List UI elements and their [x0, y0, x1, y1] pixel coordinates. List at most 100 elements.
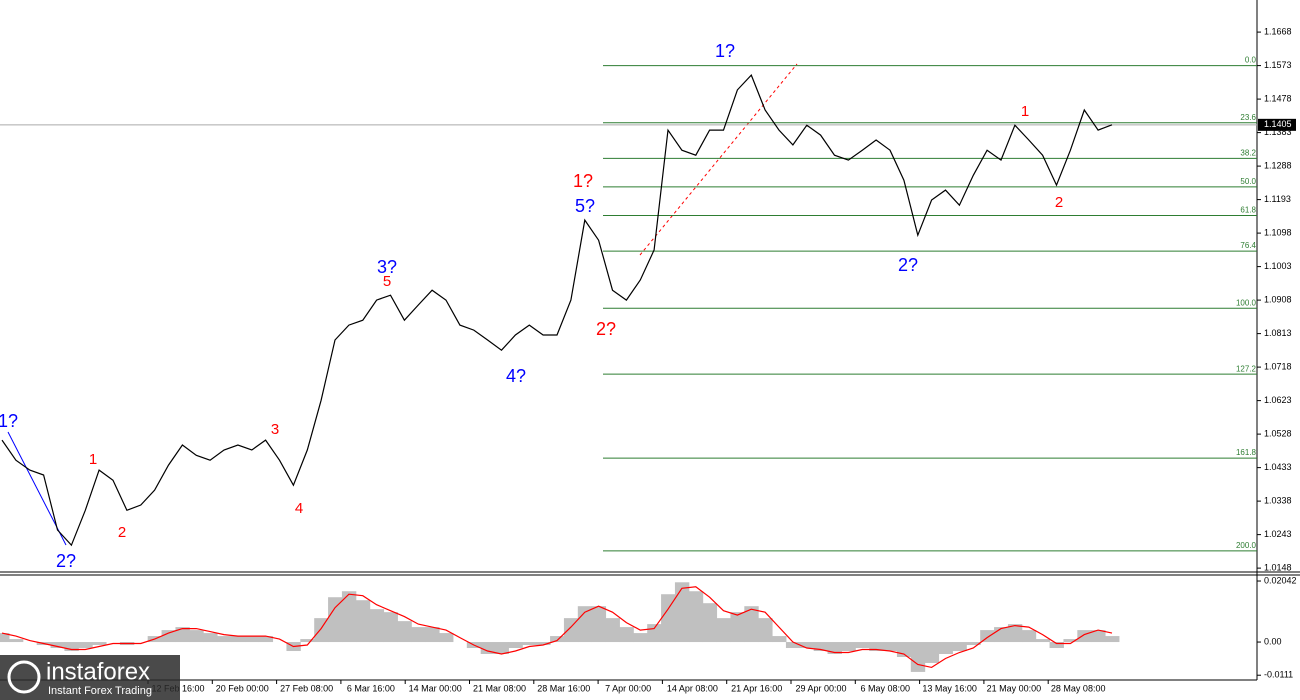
wave-label: 5 [383, 273, 391, 290]
wave-label: 3? [377, 257, 397, 277]
y-tick-label: -0.0111 [1264, 670, 1293, 680]
histogram-bar [994, 627, 1009, 643]
x-tick-label: 21 Apr 16:00 [731, 683, 782, 693]
histogram-bar [522, 642, 537, 646]
histogram-bar [244, 636, 260, 643]
histogram-bar [383, 612, 398, 643]
y-tick-label: 1.1383 [1264, 127, 1292, 137]
histogram-bar [1021, 630, 1037, 643]
y-tick-label: 1.1193 [1264, 194, 1291, 204]
wave-label: 1? [715, 41, 735, 61]
histogram-bar [938, 642, 953, 654]
y-tick-label: 1.0718 [1264, 361, 1292, 371]
fib-label: 61.8 [1240, 206, 1256, 215]
wave-label: 5? [575, 196, 595, 216]
y-tick-label: 1.0813 [1264, 328, 1292, 338]
histogram-bar [355, 600, 371, 643]
histogram-bar [758, 618, 773, 643]
wave-label: 1 [89, 451, 97, 468]
histogram-bar [217, 636, 232, 643]
histogram-bar [161, 630, 176, 643]
y-tick-label: 1.0908 [1264, 294, 1292, 304]
fib-label: 161.8 [1236, 448, 1257, 457]
y-tick-label: 1.0623 [1264, 395, 1292, 405]
histogram-bar [563, 618, 579, 643]
histogram-bar [1077, 630, 1092, 643]
histogram-bar [50, 642, 65, 649]
histogram-bar [772, 636, 787, 643]
histogram-bar [674, 582, 690, 643]
x-tick-label: 27 Feb 08:00 [280, 683, 333, 693]
histogram-bar [702, 603, 718, 643]
fib-label: 100.0 [1236, 298, 1257, 307]
histogram-bar [78, 642, 93, 649]
wave-label: 2 [1055, 194, 1063, 211]
histogram-bar [785, 642, 801, 649]
y-tick-label: 0.02042 [1264, 575, 1297, 585]
histogram-bar [952, 642, 967, 652]
histogram-bar [619, 627, 634, 643]
histogram-bar [605, 618, 620, 643]
y-tick-label: 1.1668 [1264, 26, 1292, 36]
histogram-bar [425, 627, 440, 643]
histogram-bar [1035, 639, 1051, 643]
histogram-bar [0, 633, 10, 643]
histogram-bar [203, 633, 218, 643]
wave-label: 2? [56, 551, 76, 571]
histogram-bar [855, 642, 870, 649]
x-tick-label: 28 May 08:00 [1051, 683, 1106, 693]
x-tick-label: 21 May 00:00 [987, 683, 1042, 693]
y-tick-label: 1.1478 [1264, 93, 1292, 103]
y-tick-label: 1.0148 [1264, 562, 1292, 572]
histogram-bar [633, 633, 648, 643]
x-tick-label: 14 Apr 08:00 [667, 683, 718, 693]
histogram-bar [92, 642, 107, 646]
current-price-label: 1.1405 [1264, 119, 1292, 129]
series-line [1, 586, 1113, 669]
y-tick-label: 1.0338 [1264, 495, 1292, 505]
histogram-bar [1105, 636, 1120, 643]
y-tick-label: 1.0528 [1264, 428, 1292, 438]
y-tick-label: 1.1003 [1264, 261, 1292, 271]
logo-tagline: Instant Forex Trading [48, 685, 152, 697]
histogram-bar [591, 606, 607, 643]
y-tick-label: 1.0433 [1264, 462, 1292, 472]
histogram-bar [688, 591, 704, 643]
histogram-bar [300, 639, 315, 643]
histogram-bar [550, 636, 565, 643]
histogram-bar [480, 642, 496, 654]
y-tick-label: 0.00 [1264, 636, 1282, 646]
logo-icon [7, 660, 41, 694]
histogram-bar [494, 642, 509, 654]
trend-line [639, 63, 798, 256]
histogram-bar [924, 642, 940, 663]
histogram-bar [1091, 630, 1106, 643]
wave-label: 1? [0, 411, 18, 431]
histogram-bar [439, 633, 454, 643]
histogram-bar [869, 642, 884, 652]
histogram-bar [397, 621, 412, 643]
histogram-bar [369, 609, 385, 643]
fib-label: 0.0 [1245, 56, 1257, 65]
y-tick-label: 1.1098 [1264, 227, 1292, 237]
x-tick-label: 6 May 08:00 [861, 683, 911, 693]
histogram-bar [966, 642, 981, 646]
histogram-bar [744, 606, 759, 643]
histogram-bar [8, 639, 24, 643]
y-tick-label: 1.0243 [1264, 529, 1292, 539]
histogram-bar [175, 627, 190, 643]
histogram-bar [910, 642, 926, 672]
histogram-bar [1049, 642, 1064, 649]
fib-label: 127.2 [1236, 364, 1257, 373]
histogram-bar [536, 642, 551, 646]
fib-label: 50.0 [1240, 177, 1256, 186]
x-tick-label: 20 Feb 00:00 [216, 683, 269, 693]
wave-label: 2? [898, 255, 918, 275]
wave-label: 4 [295, 500, 303, 517]
current-price-box [1258, 118, 1296, 131]
histogram-bar [1007, 624, 1023, 643]
fib-label: 200.0 [1236, 541, 1257, 550]
fib-label: 23.6 [1240, 113, 1256, 122]
histogram-bar [799, 642, 815, 649]
